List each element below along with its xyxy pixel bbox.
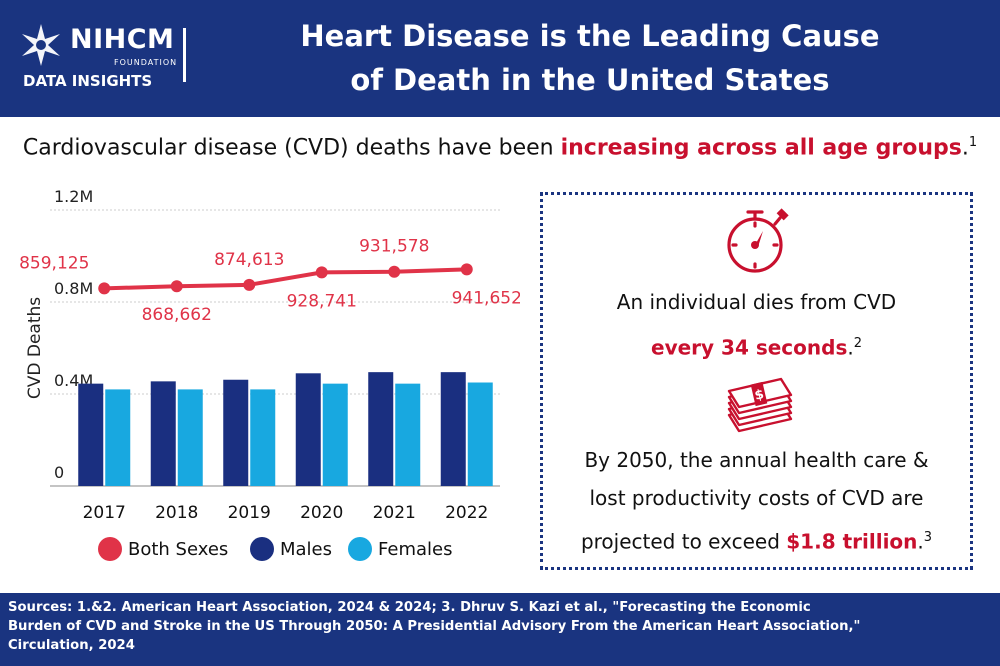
data-label-both-sexes: 931,578 [359, 237, 429, 257]
bar-females [105, 389, 131, 486]
data-label-both-sexes: 868,662 [142, 305, 212, 325]
y-tick-label: 0.8M [54, 279, 93, 298]
logo-foundation: FOUNDATION [114, 58, 178, 67]
x-tick-label: 2022 [445, 503, 488, 523]
y-tick-label: 1.2M [54, 188, 93, 206]
subtitle-period: . [961, 135, 969, 161]
legend-males-label: Males [280, 539, 332, 560]
info-line-2-period: . [847, 335, 854, 360]
info-box: An individual dies from CVD every 34 sec… [540, 192, 973, 570]
info-line-5-period: . [917, 529, 924, 554]
info-line-1: An individual dies from CVD [616, 290, 897, 314]
svg-text:$: $ [753, 387, 765, 404]
x-tick-label: 2018 [155, 503, 198, 523]
sources-line-3: Circulation, 2024 [8, 638, 135, 653]
bar-males [223, 379, 249, 486]
bar-females [177, 389, 203, 486]
bar-females [250, 389, 276, 486]
bar-females [322, 383, 348, 486]
y-tick-label: 0 [54, 463, 64, 482]
bar-females [395, 383, 421, 486]
legend-both-sexes-label: Both Sexes [128, 539, 228, 560]
title-line-1: Heart Disease is the Leading Cause [300, 19, 880, 53]
point-both-sexes [170, 280, 183, 293]
bar-males [150, 381, 176, 486]
sources-line-2: Burden of CVD and Stroke in the US Throu… [8, 619, 861, 634]
header-banner: NIHCM FOUNDATION DATA INSIGHTS Heart Dis… [0, 0, 1000, 117]
subtitle: Cardiovascular disease (CVD) deaths have… [0, 135, 1000, 160]
point-both-sexes [98, 282, 111, 295]
info-line-5-text: projected to exceed [580, 529, 787, 554]
x-tick-label: 2017 [83, 503, 126, 523]
legend-females-label: Females [378, 539, 452, 560]
info-footnote-3: 3 [923, 530, 933, 545]
bar-males [295, 373, 321, 486]
subtitle-text: Cardiovascular disease (CVD) deaths have… [22, 135, 561, 161]
info-line-2: every 34 seconds.2 [543, 325, 970, 367]
info-footnote-2: 2 [853, 336, 862, 351]
sources-line-1: Sources: 1.&2. American Heart Associatio… [8, 600, 811, 615]
star-logo-icon [22, 24, 60, 66]
money-stack-icon: $ [727, 377, 793, 433]
title-line-2: of Death in the United States [350, 63, 830, 97]
line-both-sexes [104, 267, 467, 291]
point-both-sexes [388, 265, 401, 278]
stopwatch-icon [727, 208, 789, 273]
point-both-sexes [315, 266, 328, 279]
logo-divider [183, 28, 186, 82]
sources-text: Sources: 1.&2. American Heart Associatio… [8, 598, 993, 655]
info-line-5: projected to exceed $1.8 trillion.3 [543, 519, 970, 561]
point-both-sexes [243, 278, 256, 291]
logo-name: NIHCM [70, 24, 175, 55]
subtitle-highlight: increasing across all age groups [560, 135, 962, 161]
bar-males [368, 372, 394, 486]
info-seconds-highlight: every 34 seconds [651, 335, 848, 360]
logo-insights: DATA INSIGHTS [23, 72, 153, 90]
legend-both-sexes-marker [98, 537, 122, 561]
legend-females-marker [348, 537, 372, 561]
bar-males [78, 383, 104, 486]
data-label-both-sexes: 874,613 [214, 250, 284, 270]
x-tick-label: 2021 [373, 503, 416, 523]
y-axis-label: CVD Deaths [25, 297, 45, 399]
bar-females [467, 382, 493, 486]
nihcm-logo: NIHCM FOUNDATION DATA INSIGHTS [18, 20, 188, 90]
data-label-both-sexes: 928,741 [287, 291, 357, 311]
bar-males [440, 372, 466, 486]
point-both-sexes [460, 263, 473, 276]
data-label-both-sexes: 941,652 [452, 288, 520, 308]
info-line-3: By 2050, the annual health care & [584, 448, 929, 472]
legend-males-marker [250, 537, 274, 561]
subtitle-footnote: 1 [968, 135, 978, 150]
info-line-4: lost productivity costs of CVD are [589, 486, 924, 510]
x-tick-label: 2019 [228, 503, 271, 523]
page-title: Heart Disease is the Leading Cause of De… [240, 14, 940, 102]
x-tick-label: 2020 [300, 503, 343, 523]
data-label-both-sexes: 859,125 [19, 253, 89, 273]
info-trillion-highlight: $1.8 trillion [786, 529, 918, 554]
footer-sources: Sources: 1.&2. American Heart Associatio… [0, 593, 1000, 666]
